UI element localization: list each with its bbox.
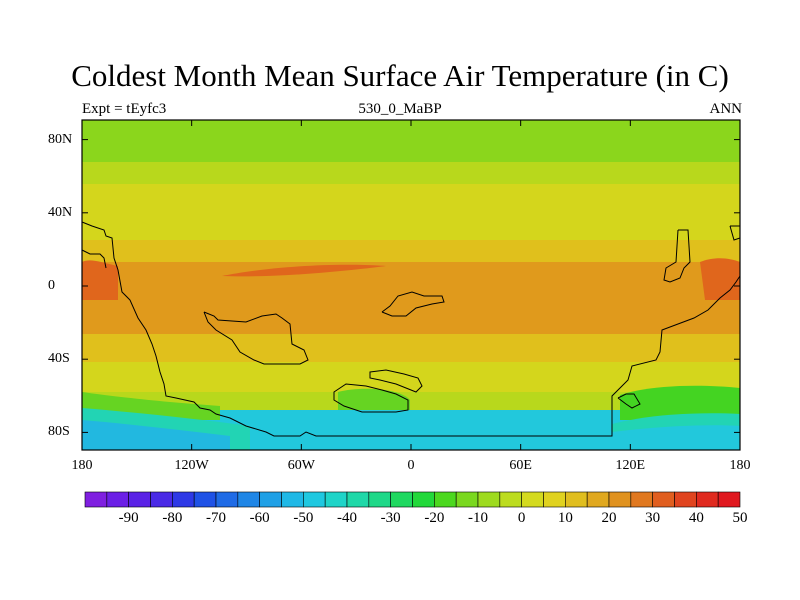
lat-tick-label: 40N xyxy=(48,204,73,220)
time-label: 530_0_MaBP xyxy=(358,101,442,117)
lon-tick-label: 60E xyxy=(509,458,532,473)
lon-tick-label: 180 xyxy=(729,458,751,473)
colorbar-label: -30 xyxy=(380,510,401,526)
lon-tick-marks xyxy=(81,120,741,450)
lon-tick-label: 120E xyxy=(615,458,646,473)
shape-red-streak xyxy=(222,264,386,277)
continent-south-c xyxy=(333,383,409,413)
colorbar-label: -40 xyxy=(337,510,357,526)
colorbar-box xyxy=(499,491,522,508)
colorbar-box xyxy=(281,491,304,508)
continent-equatorial xyxy=(381,291,445,317)
shape-green-island xyxy=(338,388,410,410)
continent-east-c xyxy=(617,393,641,409)
colorbar-label: -80 xyxy=(162,510,183,526)
colorbar-box xyxy=(543,491,566,508)
colorbar-box xyxy=(455,491,479,508)
shape-light-streak xyxy=(460,282,700,293)
colorbar-box xyxy=(608,491,632,508)
band-tropics xyxy=(82,262,740,334)
coastlines xyxy=(81,221,741,437)
colorbar-box xyxy=(565,491,588,508)
colorbar-box xyxy=(674,491,697,508)
colorbar-box xyxy=(477,491,501,508)
colorbar-box xyxy=(390,491,413,508)
shape-red-east xyxy=(700,258,740,300)
colorbar-label: 50 xyxy=(732,510,748,526)
lat-tick-marks xyxy=(82,139,740,433)
band-polar-north xyxy=(82,120,740,162)
colorbar-label: 40 xyxy=(688,510,704,526)
lon-tick-label: 60W xyxy=(287,458,315,473)
colorbar-box xyxy=(193,491,217,508)
colorbar-box xyxy=(324,491,348,508)
shape-green-east xyxy=(620,385,740,420)
colorbar-box xyxy=(434,491,457,508)
colorbar xyxy=(84,491,741,508)
colorbar-label: -60 xyxy=(249,510,270,526)
colorbar-box xyxy=(172,491,195,508)
colorbar-label: -10 xyxy=(468,510,488,526)
colorbar-box xyxy=(346,491,370,508)
band-high-south xyxy=(82,392,740,410)
map-title: Coldest Month Mean Surface Air Temperatu… xyxy=(71,58,729,93)
colorbar-box xyxy=(652,491,675,508)
colorbar-box xyxy=(586,491,610,508)
coastline-west-edge xyxy=(81,249,107,269)
colorbar-box xyxy=(259,491,282,508)
colorbar-box xyxy=(128,491,151,508)
band-mid-north xyxy=(82,184,740,240)
colorbar-label: -70 xyxy=(206,510,226,526)
temperature-field xyxy=(82,120,740,450)
lat-tick-label: 80S xyxy=(48,424,70,440)
colorbar-label: -50 xyxy=(293,510,314,526)
experiment-label: Expt = tEyfc3 xyxy=(82,101,167,117)
lon-tick-label: 180 xyxy=(71,458,93,473)
colorbar-label: -90 xyxy=(118,510,139,526)
band-high-north xyxy=(82,162,740,184)
colorbar-box xyxy=(412,491,435,508)
continent-east-a xyxy=(663,229,691,283)
colorbar-label: -20 xyxy=(424,510,445,526)
colorbar-label: 10 xyxy=(557,510,573,526)
colorbar-box xyxy=(150,491,173,508)
lon-tick-label: 0 xyxy=(407,458,415,473)
band-mid-south xyxy=(82,362,740,392)
colorbar-label: 0 xyxy=(517,510,526,526)
shape-red-west xyxy=(82,260,118,300)
colorbar-box xyxy=(84,491,108,508)
colorbar-box xyxy=(521,491,544,508)
shape-blue-west xyxy=(82,420,230,450)
continent-south-a xyxy=(203,311,309,365)
shape-cyan-east xyxy=(612,425,740,450)
colorbar-box xyxy=(237,491,260,508)
colorbar-box xyxy=(368,491,391,508)
colorbar-box xyxy=(215,491,239,508)
colorbar-box xyxy=(303,491,326,508)
colorbar-box xyxy=(717,491,741,508)
lat-tick-label: 80N xyxy=(48,131,73,147)
season-label: ANN xyxy=(709,101,743,117)
coastline-main xyxy=(81,221,741,437)
lat-tick-label: 0 xyxy=(48,278,55,293)
colorbar-box xyxy=(106,491,129,508)
shape-gold-south xyxy=(82,334,740,362)
colorbar-box xyxy=(696,491,719,508)
colorbar-box xyxy=(630,491,653,508)
shape-gold-north xyxy=(82,246,740,262)
colorbar-label: 20 xyxy=(601,510,617,526)
lat-tick-label: 40S xyxy=(48,351,70,367)
shape-antarctic-coast xyxy=(300,436,612,450)
lon-tick-label: 120W xyxy=(174,458,209,473)
colorbar-label: 30 xyxy=(645,510,661,526)
continent-south-b xyxy=(369,369,423,393)
